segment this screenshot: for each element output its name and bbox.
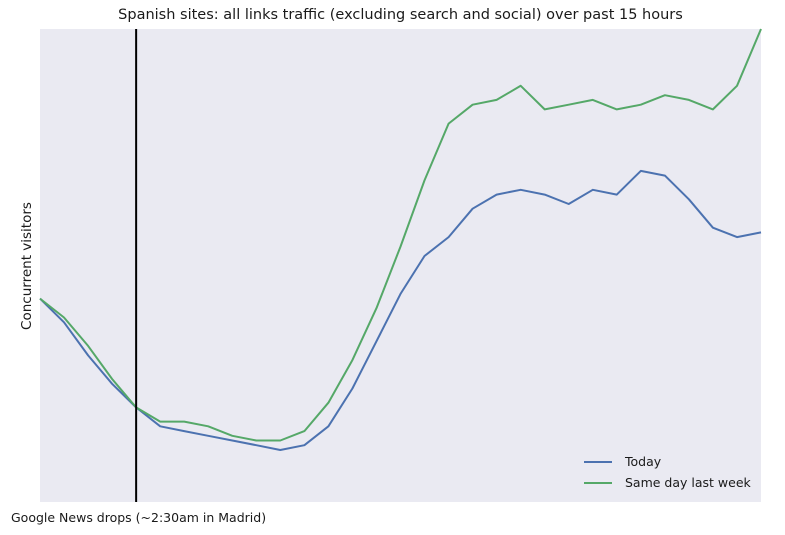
legend-item-last-week: Same day last week (584, 472, 751, 493)
series-layer (39, 28, 762, 451)
annotation-label: Google News drops (~2:30am in Madrid) (11, 510, 267, 525)
series-line-today (39, 169, 762, 451)
legend-label-today: Today (625, 454, 662, 469)
chart-title: Spanish sites: all links traffic (exclud… (118, 7, 683, 23)
legend-item-today: Today (584, 451, 751, 472)
series-line-last-week (39, 28, 762, 442)
legend-swatch-today (584, 460, 612, 463)
y-axis-label: Concurrent visitors (19, 202, 35, 330)
plot-area (40, 29, 761, 502)
legend-label-last-week: Same day last week (625, 475, 751, 490)
legend: Today Same day last week (584, 451, 751, 493)
legend-swatch-last-week (584, 481, 612, 484)
